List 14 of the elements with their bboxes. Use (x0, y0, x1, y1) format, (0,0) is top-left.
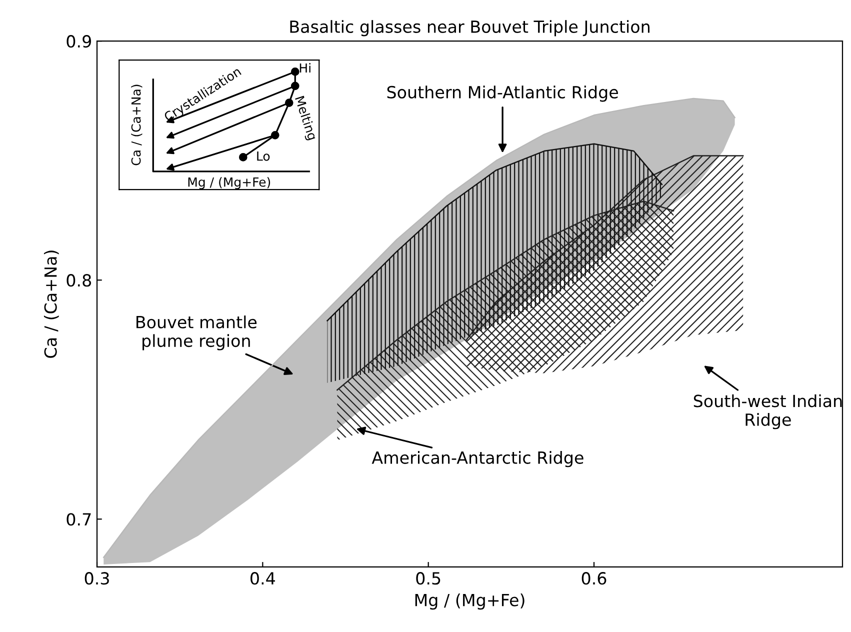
x-tick-label: 0.4 (250, 572, 275, 585)
x-tick-label: 0.3 (84, 572, 109, 585)
annotation: Southern Mid-Atlantic Ridge (387, 86, 618, 102)
chart-title: Basaltic glasses near Bouvet Triple Junction (290, 20, 650, 36)
annotation: Bouvet mantle plume region (136, 316, 257, 350)
y-tick-label: 0.8 (66, 274, 92, 287)
y-tick-label: 0.9 (66, 35, 91, 48)
y-axis-title: Ca / (Ca+Na) (44, 250, 59, 358)
annotation: American-Antarctic Ridge (372, 451, 584, 468)
annotation: South-west Indian Ridge (694, 394, 842, 430)
x-axis-title: Mg / (Mg+Fe) (415, 593, 524, 610)
x-tick-label: 0.6 (582, 572, 606, 585)
x-tick-label: 0.5 (416, 572, 440, 585)
y-tick-label: 0.7 (66, 513, 91, 526)
